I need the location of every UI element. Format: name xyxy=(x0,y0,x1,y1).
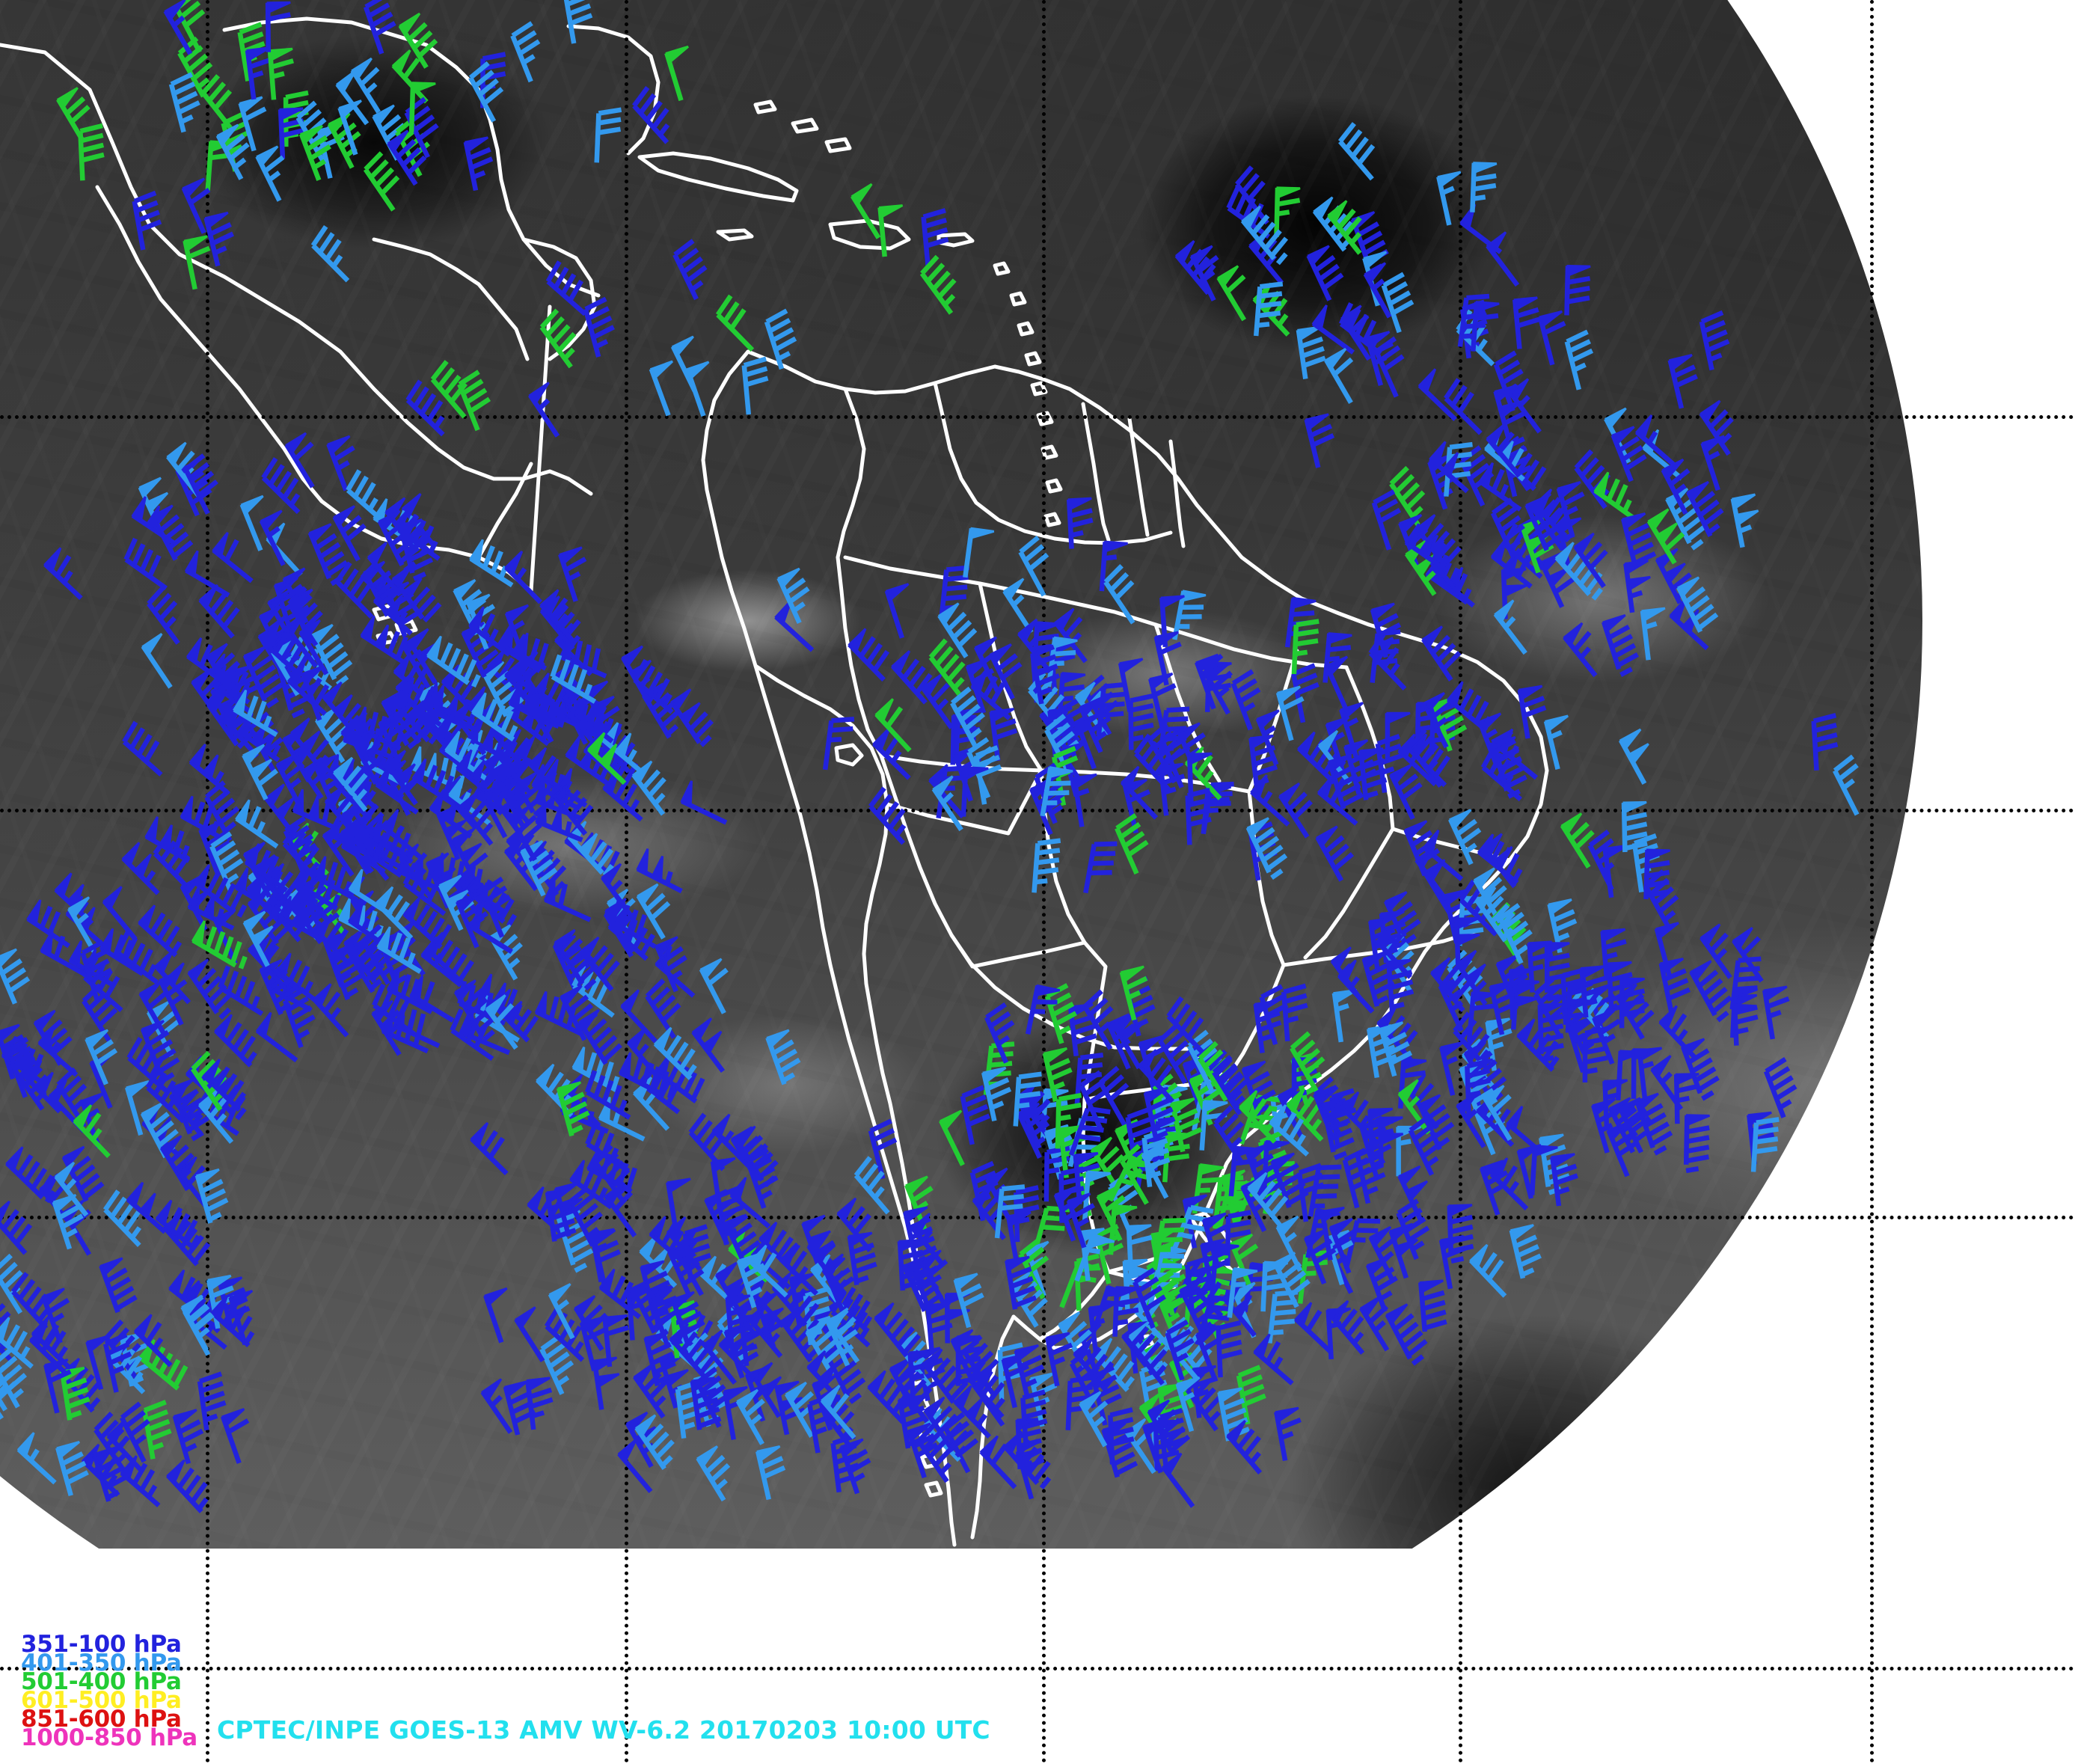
cloud-texture-overlay xyxy=(0,0,1922,1549)
legend-label: 1000-850 hPa xyxy=(21,1724,197,1751)
legend-item: 1000-850 hPa xyxy=(21,1727,197,1750)
pressure-legend: 351-100 hPa 401-350 hPa 501-400 hPa 601-… xyxy=(21,1633,197,1750)
product-caption: CPTEC/INPE GOES-13 AMV WV-6.2 20170203 1… xyxy=(217,1715,990,1745)
